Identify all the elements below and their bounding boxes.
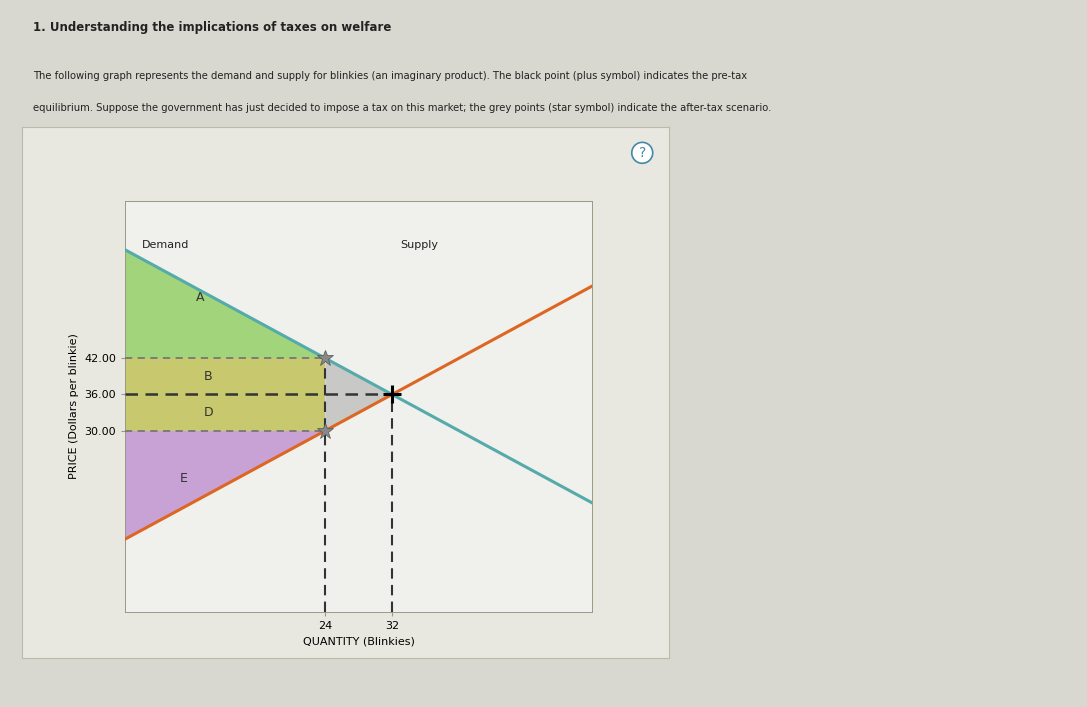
Polygon shape [125,250,325,358]
Text: Supply: Supply [400,240,438,250]
Polygon shape [125,395,325,431]
X-axis label: QUANTITY (Blinkies): QUANTITY (Blinkies) [303,636,414,646]
Text: B: B [204,370,213,383]
Y-axis label: PRICE (Dollars per blinkie): PRICE (Dollars per blinkie) [68,334,78,479]
Text: ?: ? [639,146,646,160]
Text: 1. Understanding the implications of taxes on welfare: 1. Understanding the implications of tax… [33,21,391,34]
Text: E: E [179,472,187,486]
Polygon shape [125,358,325,395]
Text: Demand: Demand [141,240,189,250]
Text: D: D [203,406,213,419]
Text: equilibrium. Suppose the government has just decided to impose a tax on this mar: equilibrium. Suppose the government has … [33,103,771,112]
Polygon shape [325,358,392,431]
Text: The following graph represents the demand and supply for blinkies (an imaginary : The following graph represents the deman… [33,71,747,81]
Text: A: A [196,291,204,305]
Polygon shape [125,431,325,539]
